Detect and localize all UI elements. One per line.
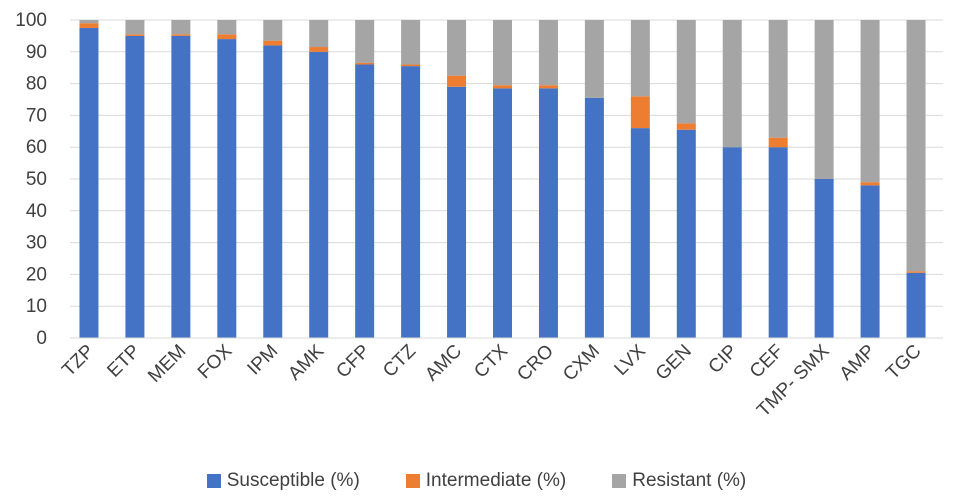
bar-CFP-resistant (355, 20, 375, 63)
x-tick-label-CXM: CXM (559, 341, 604, 386)
bar-ETP-susceptible (125, 35, 145, 339)
bar-ETP-intermediate (125, 34, 145, 36)
y-tick-label-100: 100 (15, 10, 47, 31)
y-tick-label-70: 70 (26, 105, 47, 126)
x-tick-label-CRO: CRO (513, 341, 558, 386)
x-tick-label-CFP: CFP (332, 341, 374, 383)
y-tick-label-80: 80 (26, 74, 47, 95)
legend-item-intermediate: Intermediate (%) (405, 470, 567, 492)
bar-TZP-intermediate (79, 23, 99, 28)
bar-CTZ-susceptible (401, 66, 421, 339)
y-tick-label-60: 60 (26, 137, 47, 158)
bar-CIP-resistant (722, 20, 742, 148)
x-tick-label-FOX: FOX (194, 340, 237, 383)
y-tick-label-90: 90 (26, 42, 47, 63)
bar-MEM-intermediate (171, 34, 191, 36)
bar-CTX-susceptible (493, 88, 512, 339)
legend-swatch-resistant (612, 474, 627, 488)
legend-item-resistant: Resistant (%) (612, 470, 746, 492)
x-tick-label-GEN: GEN (652, 341, 696, 385)
bar-CTZ-intermediate (401, 64, 421, 67)
bar-CIP-susceptible (722, 147, 742, 338)
bar-AMC-resistant (447, 20, 467, 76)
bar-TGC-intermediate (906, 271, 926, 273)
bar-TGC-susceptible (906, 272, 926, 338)
y-tick-label-30: 30 (26, 233, 47, 254)
bar-FOX-susceptible (217, 39, 237, 338)
bar-AMC-intermediate (447, 75, 467, 87)
bar-IPM-susceptible (263, 45, 283, 338)
bar-TGC-resistant (906, 20, 926, 272)
x-tick-label-LVX: LVX (611, 340, 650, 379)
bar-TMP-SMX-susceptible (814, 179, 834, 338)
x-tick-label-MEM: MEM (144, 341, 190, 387)
bar-CXM-resistant (584, 20, 604, 98)
y-tick-label-40: 40 (26, 201, 47, 222)
bar-CFP-intermediate (355, 62, 375, 65)
bar-CEF-susceptible (768, 147, 788, 338)
bar-CFP-susceptible (355, 64, 375, 339)
bar-AMC-susceptible (447, 86, 467, 338)
bar-IPM-resistant (263, 20, 283, 41)
bar-CTZ-resistant (401, 20, 421, 65)
bar-GEN-susceptible (676, 129, 696, 338)
stacked-bar-chart: 0 10 20 30 40 50 60 70 80 90 100 TZP ETP MEM FOX IPM AMK… (15, 10, 943, 421)
bar-CXM-susceptible (584, 97, 604, 338)
bar-CRO-resistant (538, 20, 558, 86)
bar-CEF-resistant (768, 20, 788, 138)
x-tick-label-TGC: TGC (882, 341, 925, 384)
bar-CTX-intermediate (493, 85, 512, 89)
x-tick-label-CEF: CEF (746, 341, 788, 383)
y-tick-label-10: 10 (26, 296, 47, 317)
bar-FOX-intermediate (217, 34, 237, 40)
bar-AMK-susceptible (309, 51, 329, 339)
y-tick-label-20: 20 (26, 264, 47, 285)
legend-label-intermediate: Intermediate (%) (425, 470, 567, 491)
bar-TZP-susceptible (79, 27, 99, 338)
bar-AMP-intermediate (860, 182, 880, 186)
x-tick-label-CTX: CTX (470, 340, 512, 382)
bar-AMK-intermediate (309, 47, 329, 52)
bar-IPM-intermediate (263, 40, 283, 46)
bar-TMP-SMX-resistant (814, 20, 834, 179)
bar-FOX-resistant (217, 20, 237, 35)
x-tick-label-CIP: CIP (705, 341, 742, 378)
x-tick-label-ETP: ETP (103, 341, 144, 382)
bar-AMP-resistant (860, 20, 880, 183)
bar-LVX-susceptible (630, 128, 650, 338)
bar-AMK-resistant (309, 20, 329, 48)
bar-CRO-intermediate (538, 85, 558, 89)
legend: Susceptible (%) Intermediate (%) Resista… (0, 470, 953, 492)
x-tick-label-CTZ: CTZ (379, 340, 420, 381)
x-tick-label-AMK: AMK (284, 340, 328, 384)
bar-LVX-intermediate (630, 96, 650, 129)
legend-label-resistant: Resistant (%) (632, 470, 747, 491)
bar-GEN-intermediate (676, 123, 696, 130)
x-tick-label-AMC: AMC (421, 341, 466, 386)
x-tick-label-IPM: IPM (244, 341, 283, 380)
bar-AMP-susceptible (860, 185, 880, 338)
legend-swatch-susceptible (206, 474, 221, 488)
bar-LVX-resistant (630, 20, 650, 97)
bar-MEM-susceptible (171, 35, 191, 339)
bar-CTX-resistant (493, 20, 512, 86)
bar-GEN-resistant (676, 20, 696, 124)
legend-item-susceptible: Susceptible (%) (206, 470, 360, 492)
y-tick-label-50: 50 (26, 169, 47, 190)
y-tick-label-0: 0 (36, 328, 47, 349)
x-tick-label-TZP: TZP (58, 341, 98, 381)
bar-MEM-resistant (171, 20, 191, 35)
legend-label-susceptible: Susceptible (%) (226, 470, 360, 491)
bar-ETP-resistant (125, 20, 145, 35)
legend-swatch-intermediate (405, 474, 420, 488)
bar-CEF-intermediate (768, 137, 788, 148)
bar-CRO-susceptible (538, 88, 558, 339)
bar-TZP-resistant (79, 20, 99, 24)
x-tick-label-AMP: AMP (836, 341, 880, 385)
